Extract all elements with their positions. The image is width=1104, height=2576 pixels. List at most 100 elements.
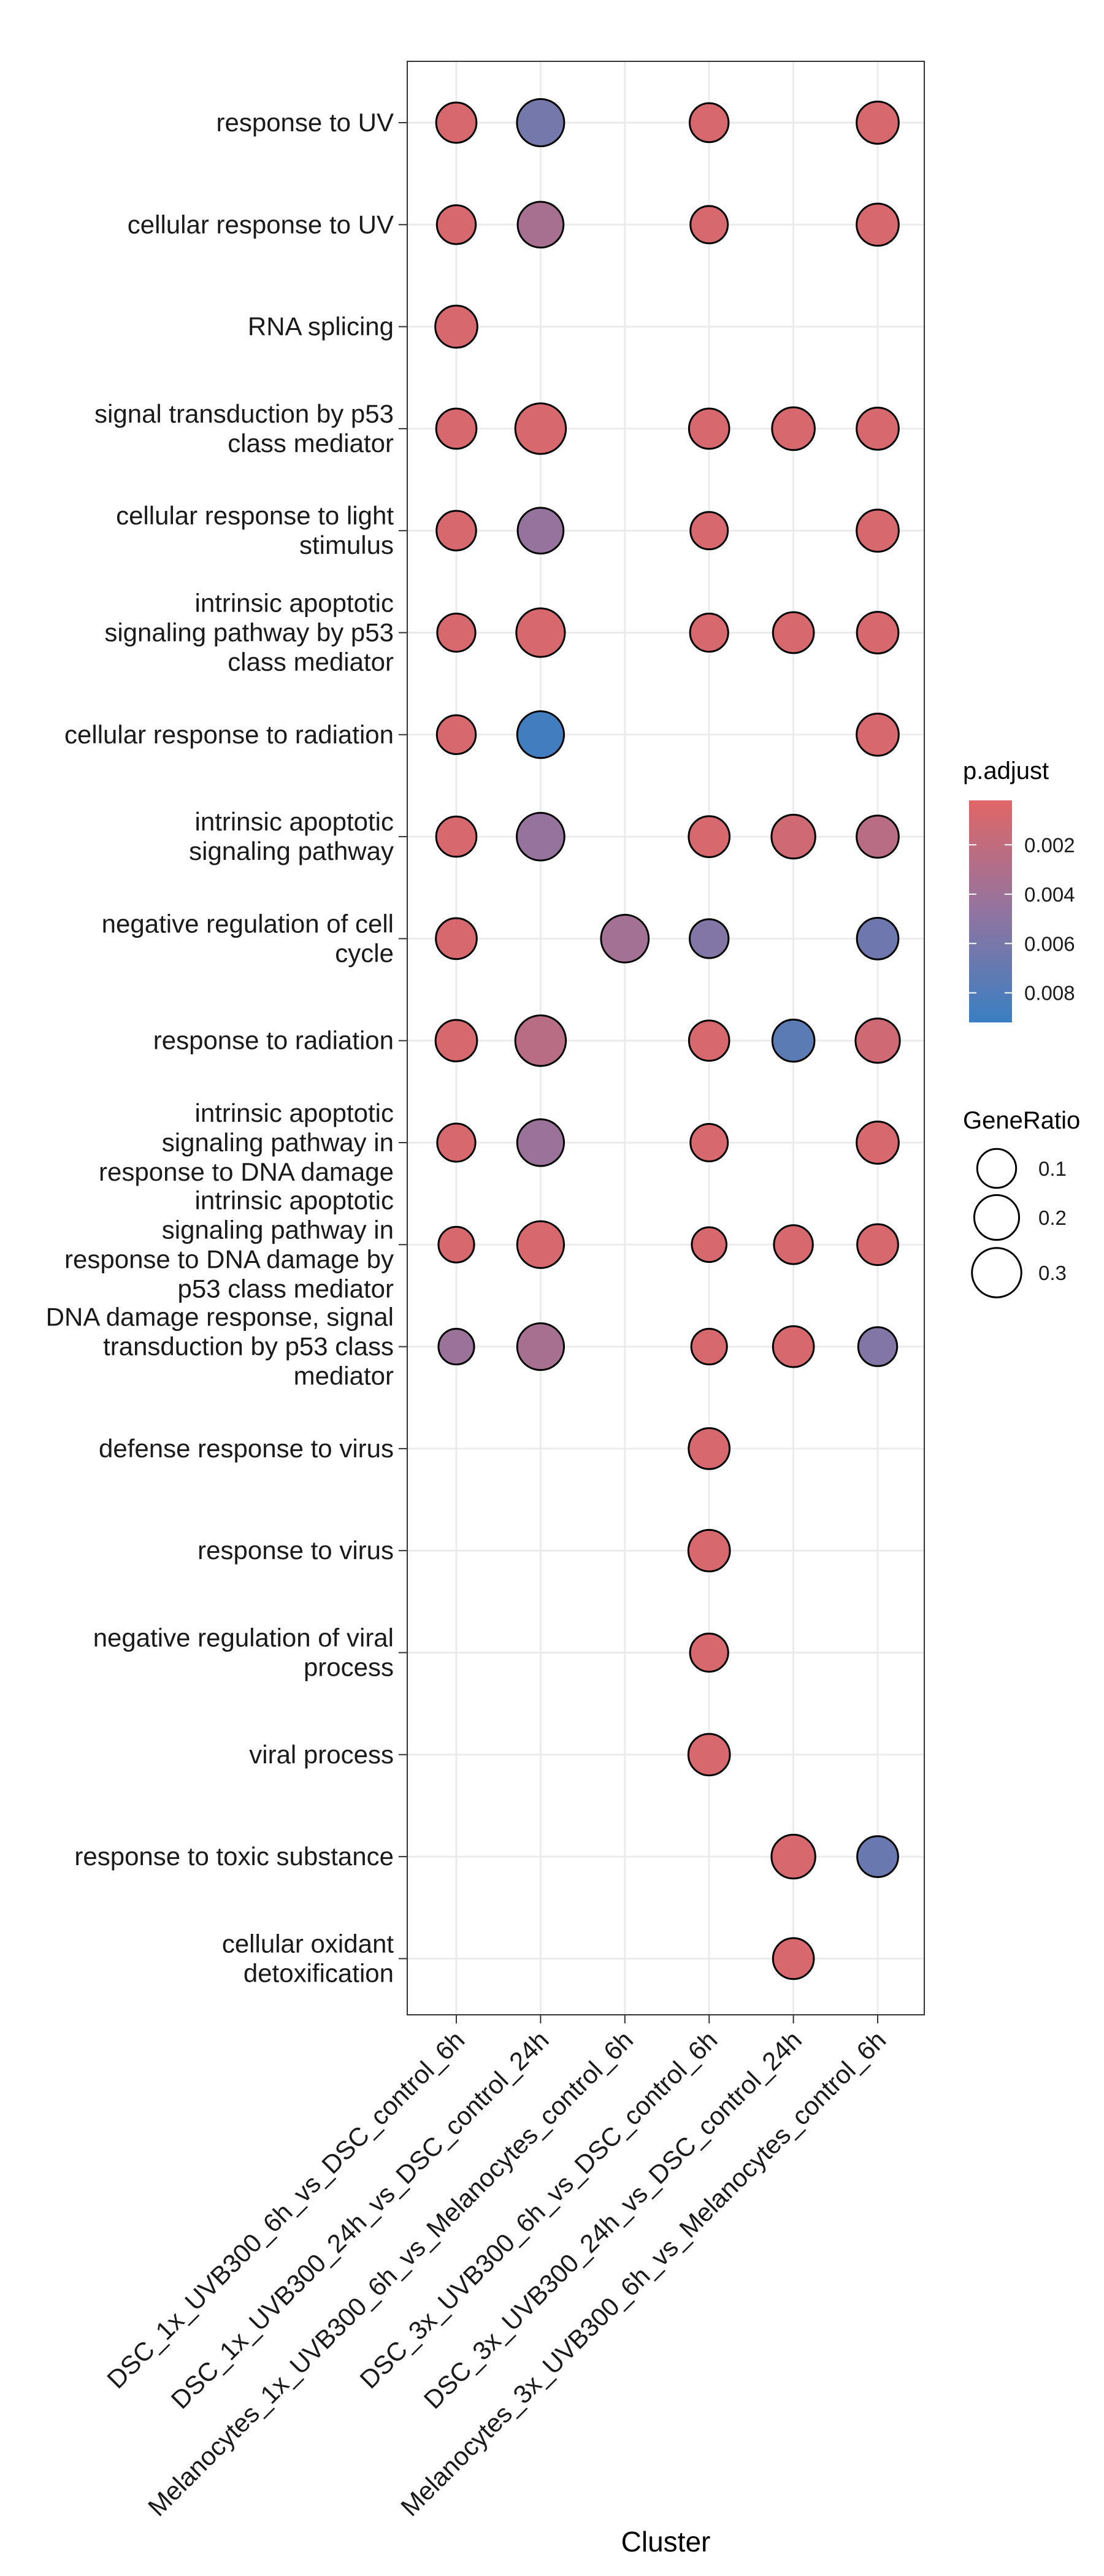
y-tick-label-line: class mediator [228,429,394,458]
y-tick-label: intrinsic apoptotic signaling pathway in r… [99,1098,394,1186]
data-point [687,1733,731,1777]
data-point [772,1937,815,1980]
y-tick-label: cellular response to UV [128,210,394,239]
data-point [688,918,730,959]
legend-colorbar-ticks: 0.002 0.004 0.006 0.008 [969,834,1075,1005]
data-point [516,811,565,862]
legend-gene-ratio: GeneRatio 0.1 0.2 0.3 [963,1107,1080,1298]
data-point [689,511,729,551]
data-point [856,1835,899,1878]
y-tick-label: DNA damage response, signal transduction … [46,1303,394,1390]
data-point [435,407,478,450]
y-tick-label-line: cellular response to light [116,501,394,530]
y-tick-label-line: signal transduction by p53 [94,399,394,428]
data-point [516,1322,565,1371]
y-tick-label: cellular response to radiation [64,720,394,749]
data-point [516,507,565,555]
data-point [856,407,900,451]
legend-size-circle [973,1194,1021,1241]
data-point [516,1220,565,1269]
data-point [435,101,478,144]
data-point [691,1226,727,1263]
data-point [856,712,900,757]
legend-p-adjust: p.adjust 0.002 0.004 0.006 0.008 [963,757,1075,1022]
legend-size-label: 0.2 [1038,1206,1067,1229]
legend-size-label: 0.3 [1038,1262,1067,1284]
y-tick-label-line: cellular oxidant [222,1929,394,1958]
panel-border [407,61,925,2015]
legend-colorbar-label: 0.004 [1024,883,1075,906]
legend-p-adjust-title: p.adjust [963,757,1049,784]
data-point [437,1225,475,1263]
data-point [854,1018,901,1064]
y-tick-label: negative regulation of cell cycle [102,909,394,967]
y-tick-label-line: transduction by p53 class [103,1332,394,1361]
data-point [770,813,816,860]
legend-size-circle [971,1247,1022,1298]
legend-colorbar-label: 0.002 [1024,834,1075,856]
data-point [515,607,566,658]
y-tick-label-line: detoxification [243,1958,394,1987]
data-point [856,917,900,960]
data-point [688,102,730,144]
data-point [772,1325,815,1368]
data-point [516,201,565,249]
data-point [516,710,565,759]
data-point [434,304,478,349]
y-tick-label-line: cycle [335,938,394,967]
data-point [688,815,731,858]
y-tick-label: cellular oxidant detoxification [222,1929,394,1987]
y-tick-label-line: p53 class mediator [177,1274,394,1303]
y-tick-label-line: RNA splicing [248,312,394,341]
data-point [516,1118,565,1167]
y-tick-label-line: signaling pathway in [162,1215,394,1244]
data-points [434,98,901,1980]
legend-gene-ratio-title: GeneRatio [963,1107,1080,1134]
data-point [516,98,565,147]
y-tick-label-line: process [304,1653,394,1682]
data-point [856,508,900,553]
data-point [690,1328,728,1366]
data-point [689,1123,729,1162]
y-tick-label-line: negative regulation of viral [93,1623,394,1652]
y-tick-label-line: intrinsic apoptotic [195,589,394,618]
y-tick-label-line: intrinsic apoptotic [195,807,394,836]
data-point [437,1328,475,1366]
legend-size-label: 0.1 [1038,1157,1067,1180]
data-point [435,510,477,551]
y-tick-label-line: response to virus [197,1536,394,1565]
data-point [856,815,900,859]
y-tick-label: response to UV [217,108,394,137]
legend-size-circle [976,1148,1018,1189]
y-tick-label: negative regulation of viral process [93,1623,394,1682]
y-tick-label-line: cellular response to radiation [64,720,394,749]
data-point [856,611,900,654]
y-tick-label: response to radiation [153,1026,394,1055]
y-tick-label-line: signaling pathway in [162,1128,394,1157]
data-point [435,204,477,245]
y-tick-label-line: stimulus [299,531,394,559]
y-tick-label-line: mediator [294,1362,394,1390]
y-tick-label: response to virus [197,1536,394,1565]
legend-colorbar-label: 0.006 [1024,932,1075,955]
y-tick-label: viral process [249,1740,394,1769]
y-tick-label-line: DNA damage response, signal [46,1303,394,1332]
y-tick-label-line: signaling pathway [189,837,394,865]
y-tick-label: intrinsic apoptotic signaling pathway by … [104,589,394,677]
y-tick-label-line: negative regulation of cell [102,909,394,938]
y-tick-label: defense response to virus [99,1434,394,1463]
data-point [771,406,816,451]
x-axis-title: Cluster [621,2526,711,2558]
data-point [689,205,729,245]
data-point [435,714,477,756]
y-tick-label-line: response to DNA damage by [64,1244,394,1273]
y-tick-label: intrinsic apoptotic signaling pathway in r… [64,1186,394,1303]
data-point [772,611,815,654]
data-point [434,1019,478,1063]
y-tick-label-line: intrinsic apoptotic [195,1098,394,1127]
data-point [514,402,567,455]
y-tick-label: RNA splicing [248,312,394,341]
data-point [856,1223,899,1267]
y-tick-label-line: class mediator [228,648,394,677]
